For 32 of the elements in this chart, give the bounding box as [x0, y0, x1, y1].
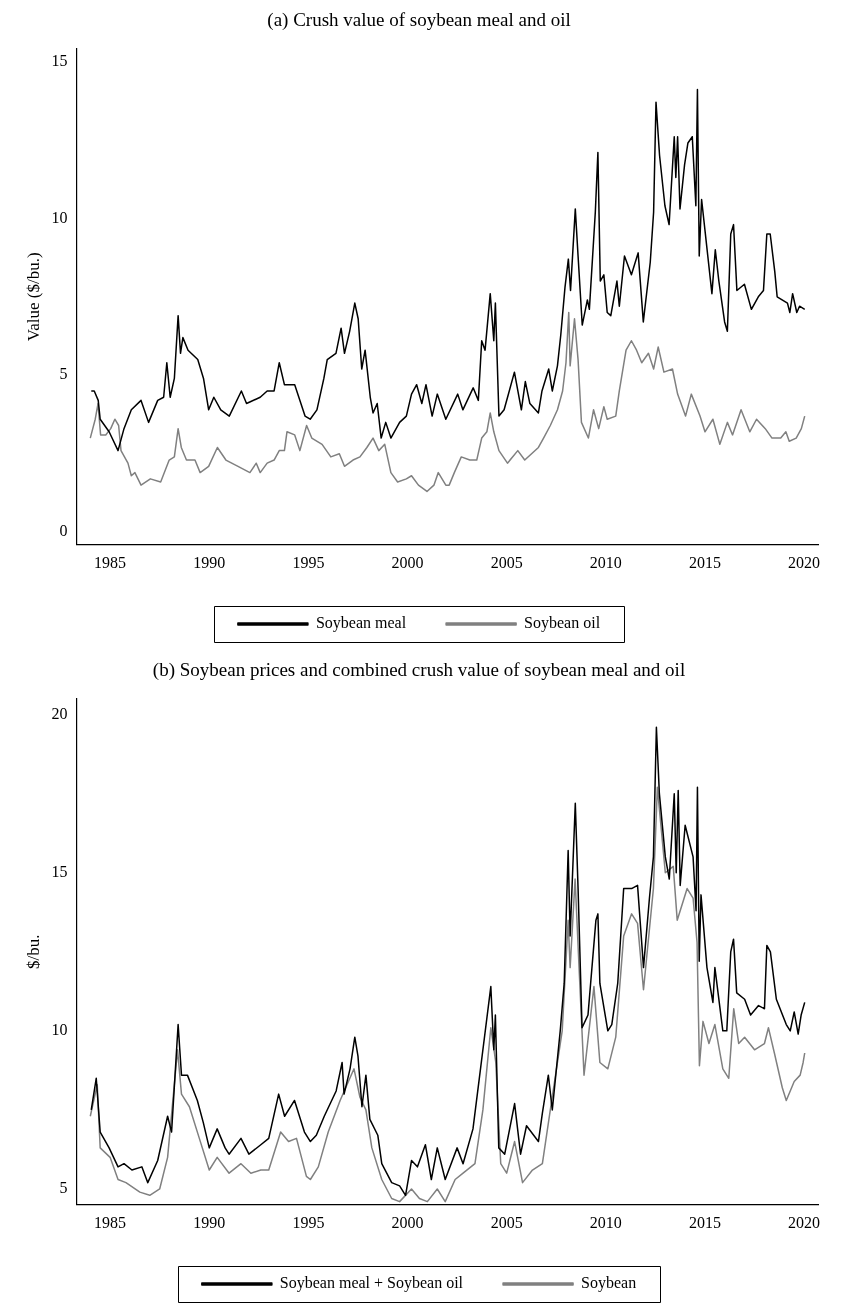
x-tick-label: 1995 [292, 1213, 325, 1231]
x-tick-label: 1985 [94, 553, 127, 571]
x-tick-label: 1995 [292, 553, 325, 571]
y-tick-label: 20 [51, 704, 68, 722]
x-tick-label: 2005 [490, 1213, 523, 1231]
x-tick-label: 1990 [193, 553, 226, 571]
x-tick-label: 2020 [788, 1213, 821, 1231]
legend-label: Soybean oil [524, 614, 601, 633]
chart-title: (a) Crush value of soybean meal and oil [267, 9, 571, 32]
x-tick-label: 2010 [589, 1213, 622, 1231]
y-tick-label: 0 [59, 522, 68, 540]
x-tick-label: 2010 [589, 553, 622, 571]
y-axis-title: Value ($/bu.) [23, 252, 43, 342]
x-tick-label: 2000 [391, 553, 424, 571]
chart-title: (b) Soybean prices and combined crush value of soybean meal and oil [152, 659, 686, 682]
x-tick-label: 1985 [94, 1213, 127, 1231]
y-tick-label: 10 [51, 208, 68, 226]
x-tick-label: 2015 [688, 1213, 721, 1231]
y-tick-label: 10 [51, 1021, 68, 1039]
x-tick-label: 2005 [490, 553, 523, 571]
x-tick-label: 2000 [391, 1213, 424, 1231]
y-tick-label: 5 [59, 365, 68, 383]
y-axis-title: $/bu. [23, 934, 43, 970]
y-tick-label: 5 [59, 1179, 68, 1197]
x-tick-label: 2015 [688, 553, 721, 571]
y-tick-label: 15 [51, 51, 68, 69]
x-tick-label: 1990 [193, 1213, 226, 1231]
x-tick-label: 2020 [788, 553, 821, 571]
legend-label: Soybean meal [315, 614, 407, 633]
y-tick-label: 15 [51, 862, 68, 880]
legend-label: Soybean [581, 1274, 637, 1293]
legend-label: Soybean meal + Soybean oil [279, 1274, 464, 1293]
